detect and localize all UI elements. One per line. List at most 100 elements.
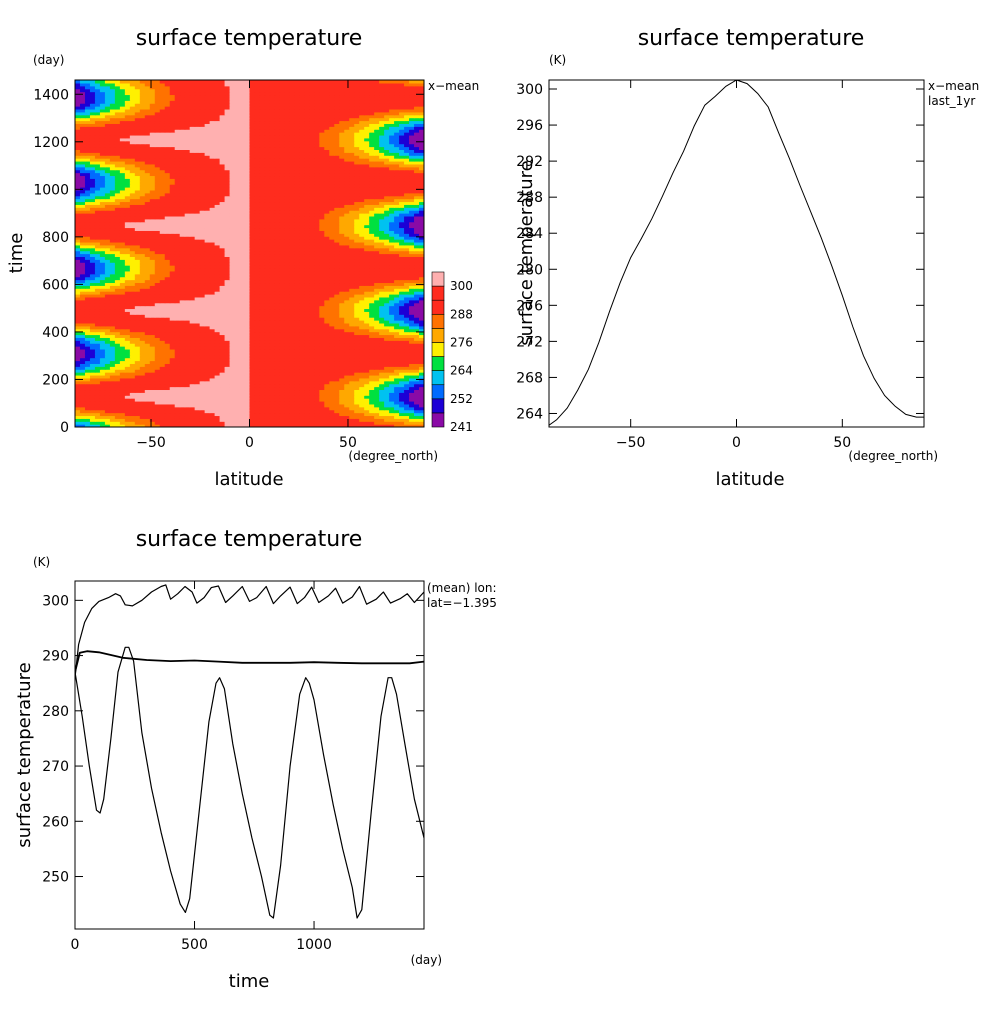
contour-cell [334, 233, 340, 237]
contour-cell [134, 386, 141, 391]
contour-cell [414, 227, 420, 231]
contour-cell [79, 276, 86, 281]
contour-cell [169, 409, 176, 414]
contour-cell [139, 317, 146, 321]
contour-cell [249, 224, 256, 229]
contour-cell [399, 348, 405, 353]
contour-cell [224, 331, 231, 336]
contour-cell [164, 392, 171, 396]
contour-cell [319, 270, 325, 275]
contour-cell [374, 320, 380, 324]
contour-cell [399, 276, 405, 281]
contour-cell [419, 418, 424, 422]
contour-cell [204, 296, 211, 301]
contour-cell [404, 241, 410, 246]
contour-cell [299, 282, 305, 286]
contour-cell [244, 250, 251, 255]
contour-cell [84, 372, 91, 376]
contour-cell [294, 363, 300, 367]
contour-cell [369, 265, 375, 269]
contour-cell [264, 343, 271, 347]
contour-cell [94, 288, 101, 292]
contour-cell [209, 380, 216, 385]
contour-cell [419, 244, 424, 249]
contour-cell [399, 340, 405, 344]
contour-cell [309, 403, 315, 408]
contour-cell [334, 372, 340, 376]
contour-cell [134, 288, 141, 292]
contour-cell [164, 343, 171, 347]
contour-cell [289, 296, 295, 301]
contour-cell [254, 288, 261, 292]
contour-cell [169, 299, 176, 304]
contour-cell [214, 372, 221, 376]
contour-cell [219, 380, 226, 385]
contour-cell [199, 395, 206, 399]
contour-cell [269, 392, 276, 396]
contour-cell [274, 331, 281, 336]
contour-cell [329, 236, 335, 240]
contour-cell [174, 299, 181, 304]
contour-cell [389, 296, 395, 301]
contour-cell [289, 253, 295, 257]
contour-cell [309, 366, 315, 370]
contour-cell [194, 256, 201, 260]
contour-cell [354, 354, 360, 359]
contour-cell [109, 270, 116, 275]
contour-cell [99, 424, 106, 427]
contour-cell [154, 250, 161, 255]
contour-cell [224, 302, 231, 307]
contour-cell [419, 412, 424, 417]
contour-cell [269, 398, 276, 402]
contour-cell [259, 334, 266, 338]
contour-cell [394, 392, 400, 396]
contour-cell [319, 351, 325, 356]
contour-cell [194, 392, 201, 396]
contour-cell [129, 262, 136, 266]
contour-cell [249, 383, 256, 388]
contour-cell [169, 285, 176, 289]
contour-cell [409, 247, 415, 252]
contour-cell [419, 331, 424, 336]
contour-cell [79, 302, 86, 307]
contour-cell [124, 328, 131, 333]
contour-cell [134, 337, 141, 341]
contour-cell [169, 389, 176, 393]
contour-cell [249, 276, 256, 281]
contour-cell [234, 230, 241, 234]
contour-cell [299, 409, 305, 414]
contour-cell [104, 224, 111, 229]
contour-cell [329, 227, 335, 231]
contour-cell [99, 273, 106, 278]
contour-cell [399, 279, 405, 284]
contour-cell [139, 305, 146, 310]
contour-cell [149, 346, 156, 350]
contour-cell [249, 241, 256, 246]
contour-cell [369, 224, 375, 229]
contour-cell [279, 351, 285, 356]
contour-cell [134, 380, 141, 385]
contour-cell [174, 230, 181, 234]
contour-cell [294, 400, 300, 405]
contour-cell [369, 320, 375, 324]
contour-cell [89, 383, 96, 388]
contour-cell [264, 406, 271, 411]
contour-cell [99, 250, 106, 255]
contour-cell [304, 398, 310, 402]
contour-cell [109, 224, 116, 229]
contour-cell [229, 311, 236, 315]
contour-cell [189, 348, 196, 353]
contour-cell [369, 406, 375, 411]
contour-cell [359, 282, 365, 286]
contour-cell [164, 360, 171, 364]
contour-cell [394, 273, 400, 278]
contour-cell [274, 363, 281, 367]
contour-cell [189, 273, 196, 278]
contour-cell [249, 322, 256, 327]
contour-cell [304, 276, 310, 281]
contour-cell [384, 320, 390, 324]
contour-cell [404, 314, 410, 318]
contour-cell [399, 374, 405, 379]
contour-cell [279, 296, 285, 301]
contour-cell [254, 302, 261, 307]
